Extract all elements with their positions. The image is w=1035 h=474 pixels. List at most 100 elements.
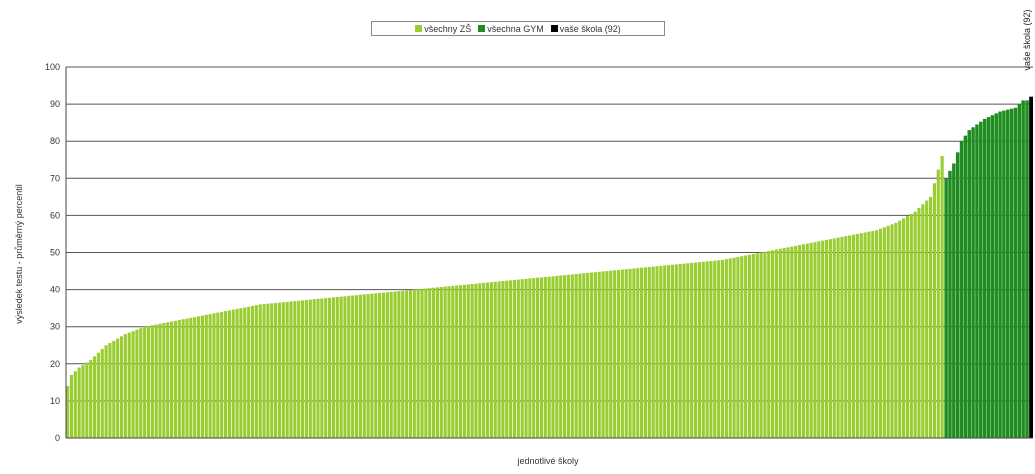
x-axis-label: jednotlivé školy bbox=[517, 456, 579, 466]
bar-zs bbox=[840, 236, 844, 438]
bar-zs bbox=[875, 230, 879, 438]
y-tick-label: 100 bbox=[45, 62, 60, 72]
y-tick-label: 30 bbox=[50, 322, 60, 332]
bar-zs bbox=[551, 276, 555, 438]
bar-zs bbox=[196, 316, 201, 438]
bar-gym bbox=[1021, 100, 1025, 438]
bar-zs bbox=[408, 289, 413, 438]
bar-zs bbox=[200, 315, 204, 438]
bar-zs bbox=[478, 283, 482, 438]
bar-zs bbox=[724, 259, 728, 438]
y-tick-label: 50 bbox=[50, 248, 60, 258]
legend-swatch-gym bbox=[478, 25, 486, 32]
bar-zs bbox=[458, 285, 463, 438]
bar-zs bbox=[428, 288, 432, 438]
y-axis-label: výsledek testu - průměrný percentil bbox=[14, 184, 24, 324]
bar-zs bbox=[69, 374, 74, 438]
bar-zs bbox=[374, 293, 378, 438]
legend-label-gym: všechna GYM bbox=[487, 23, 544, 34]
bar-zs bbox=[848, 235, 852, 438]
bar-zs bbox=[667, 265, 671, 438]
bar-zs bbox=[736, 256, 740, 438]
bar-zs bbox=[250, 305, 255, 438]
bar-zs bbox=[755, 253, 759, 438]
bar-zs bbox=[447, 286, 451, 438]
bar-zs bbox=[289, 301, 293, 438]
bar-zs bbox=[701, 261, 705, 438]
bar-zs bbox=[485, 282, 490, 438]
bar-zs bbox=[925, 200, 929, 438]
bar-zs bbox=[235, 308, 239, 438]
bar-zs bbox=[797, 245, 802, 438]
bar-zs bbox=[643, 267, 648, 438]
bar-zs bbox=[713, 260, 717, 438]
bar-zs bbox=[89, 360, 93, 438]
bar-zs bbox=[821, 240, 825, 438]
bar-zs bbox=[817, 241, 821, 438]
bar-zs bbox=[859, 233, 863, 438]
bar-zs bbox=[150, 325, 154, 438]
bar-zs bbox=[905, 216, 910, 438]
bar-zs bbox=[655, 266, 659, 438]
y-tick-label: 10 bbox=[50, 396, 60, 406]
bar-zs bbox=[693, 262, 698, 438]
y-tick-label: 40 bbox=[50, 285, 60, 295]
bar-zs bbox=[632, 268, 636, 438]
bar-zs bbox=[882, 227, 886, 438]
bar-zs bbox=[146, 325, 151, 438]
bar-zs bbox=[462, 284, 466, 438]
bar-zs bbox=[932, 183, 936, 438]
bar-zs bbox=[123, 334, 127, 438]
bar-zs bbox=[370, 293, 374, 438]
bar-zs bbox=[366, 294, 370, 438]
legend-item-school: vaše škola (92) bbox=[550, 24, 621, 34]
bar-zs bbox=[636, 268, 640, 438]
bar-zs bbox=[493, 281, 497, 438]
bar-zs bbox=[247, 306, 251, 438]
bar-gym bbox=[1002, 110, 1006, 438]
bar-zs bbox=[844, 236, 848, 438]
bar-zs bbox=[720, 259, 725, 438]
bar-zs bbox=[744, 255, 748, 438]
bar-zs bbox=[828, 239, 832, 438]
bar-gym bbox=[1017, 104, 1022, 438]
bar-gym bbox=[979, 121, 983, 438]
bar-zs bbox=[547, 276, 551, 438]
bar-gym bbox=[986, 117, 991, 439]
bar-zs bbox=[601, 271, 605, 438]
bar-zs bbox=[308, 299, 312, 438]
bar-zs bbox=[790, 246, 794, 438]
bar-zs bbox=[936, 169, 940, 439]
bar-zs bbox=[231, 309, 235, 438]
bar-zs bbox=[424, 288, 428, 438]
bar-zs bbox=[131, 331, 135, 438]
bar-zs bbox=[116, 338, 120, 438]
bar-zs bbox=[227, 310, 231, 438]
bar-gym bbox=[994, 113, 998, 438]
bar-zs bbox=[297, 300, 301, 438]
bar-zs bbox=[902, 218, 906, 438]
bar-zs bbox=[354, 295, 359, 438]
bar-zs bbox=[624, 269, 628, 438]
bar-zs bbox=[921, 204, 925, 438]
bar-zs bbox=[940, 156, 944, 439]
bar-zs bbox=[640, 267, 644, 438]
bar-zs bbox=[767, 251, 771, 438]
bar-zs bbox=[651, 266, 655, 438]
legend-label-zs: všechny ZŠ bbox=[424, 23, 472, 34]
bar-zs bbox=[351, 295, 355, 438]
bar-zs bbox=[324, 298, 328, 438]
bar-zs bbox=[143, 326, 147, 438]
bar-zs bbox=[586, 272, 590, 438]
bar-zs bbox=[96, 352, 100, 438]
bar-zs bbox=[597, 271, 601, 438]
bar-zs bbox=[416, 289, 420, 438]
legend: všechny ZŠ všechna GYM vaše škola (92) bbox=[371, 21, 665, 36]
y-tick-label: 90 bbox=[50, 99, 60, 109]
bar-zs bbox=[316, 298, 320, 438]
bar-zs bbox=[717, 260, 721, 438]
bar-zs bbox=[509, 280, 513, 438]
bar-zs bbox=[566, 274, 570, 438]
bar-school bbox=[1029, 96, 1033, 439]
bar-zs bbox=[270, 303, 274, 438]
